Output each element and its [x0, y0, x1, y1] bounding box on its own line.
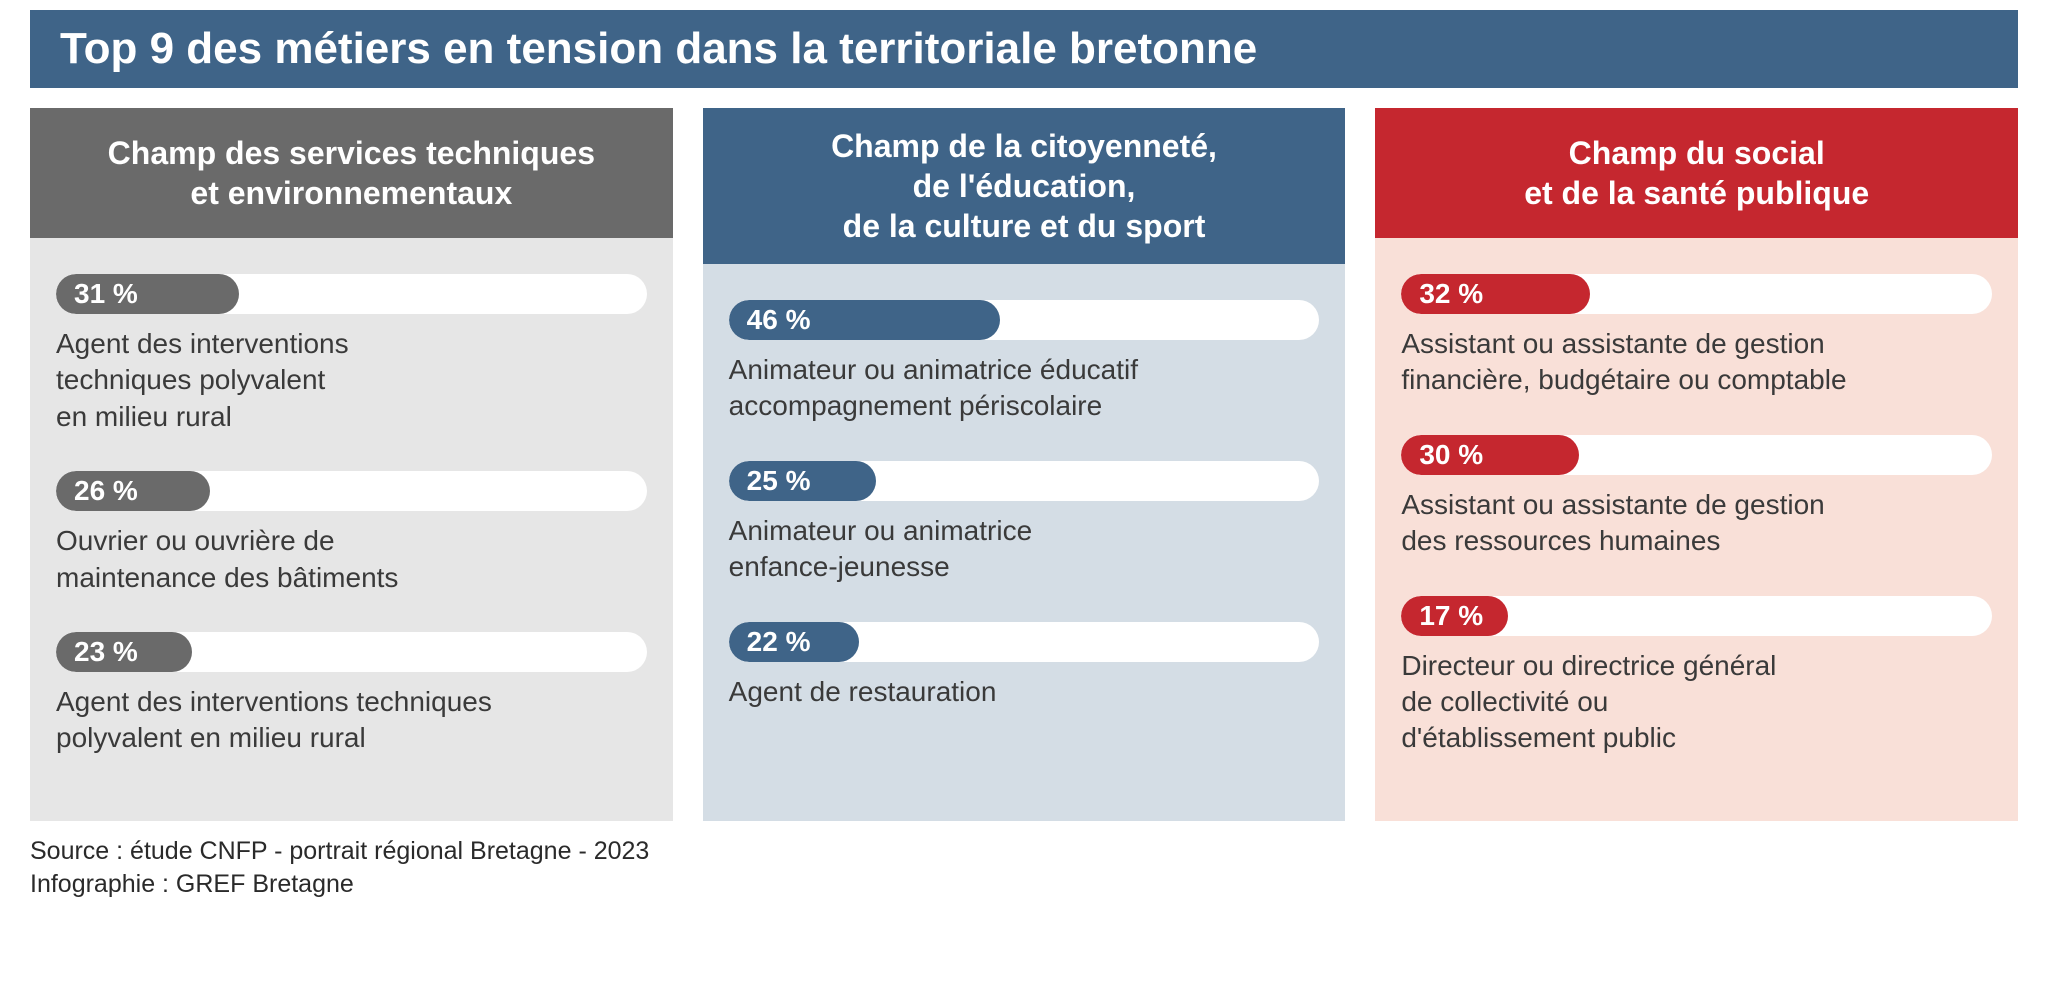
column-0: Champ des services techniques et environ…	[30, 108, 673, 821]
metric-label: Ouvrier ou ouvrière de maintenance des b…	[56, 523, 647, 596]
bar-track: 25 %	[729, 461, 1320, 501]
column-1: Champ de la citoyenneté, de l'éducation,…	[703, 108, 1346, 821]
metric-label: Agent des interventions techniques polyv…	[56, 684, 647, 757]
source-block: Source : étude CNFP - portrait régional …	[30, 835, 2018, 903]
bar-track: 32 %	[1401, 274, 1992, 314]
bar-fill: 30 %	[1401, 435, 1578, 475]
bar-fill: 25 %	[729, 461, 877, 501]
metric-item: 17 % Directeur ou directrice général de c…	[1401, 596, 1992, 757]
metric-label: Agent des interventions techniques polyv…	[56, 326, 647, 435]
column-header: Champ du social et de la santé publique	[1375, 108, 2018, 238]
metric-label: Animateur ou animatrice éducatif accompa…	[729, 352, 1320, 425]
metric-item: 26 % Ouvrier ou ouvrière de maintenance d…	[56, 471, 647, 596]
bar-track: 31 %	[56, 274, 647, 314]
column-body: 46 % Animateur ou animatrice éducatif acc…	[703, 264, 1346, 821]
metric-label: Assistant ou assistante de gestion des r…	[1401, 487, 1992, 560]
metric-item: 22 % Agent de restauration	[729, 622, 1320, 710]
metric-label: Animateur ou animatrice enfance-jeunesse	[729, 513, 1320, 586]
metric-label: Directeur ou directrice général de colle…	[1401, 648, 1992, 757]
column-header: Champ des services techniques et environ…	[30, 108, 673, 238]
bar-track: 17 %	[1401, 596, 1992, 636]
bar-fill: 31 %	[56, 274, 239, 314]
metric-label: Agent de restauration	[729, 674, 1320, 710]
bar-track: 30 %	[1401, 435, 1992, 475]
metric-item: 32 % Assistant ou assistante de gestion f…	[1401, 274, 1992, 399]
metric-label: Assistant ou assistante de gestion finan…	[1401, 326, 1992, 399]
metric-item: 23 % Agent des interventions techniques p…	[56, 632, 647, 757]
metric-item: 31 % Agent des interventions techniques p…	[56, 274, 647, 435]
title-text: Top 9 des métiers en tension dans la ter…	[60, 24, 1257, 73]
column-header: Champ de la citoyenneté, de l'éducation,…	[703, 108, 1346, 264]
bar-fill: 17 %	[1401, 596, 1507, 636]
title-bar: Top 9 des métiers en tension dans la ter…	[30, 10, 2018, 88]
metric-item: 46 % Animateur ou animatrice éducatif acc…	[729, 300, 1320, 425]
column-body: 32 % Assistant ou assistante de gestion f…	[1375, 238, 2018, 821]
bar-fill: 22 %	[729, 622, 859, 662]
source-line-1: Source : étude CNFP - portrait régional …	[30, 835, 2018, 869]
metric-item: 30 % Assistant ou assistante de gestion d…	[1401, 435, 1992, 560]
column-2: Champ du social et de la santé publique 3…	[1375, 108, 2018, 821]
bar-track: 23 %	[56, 632, 647, 672]
bar-track: 26 %	[56, 471, 647, 511]
bar-fill: 32 %	[1401, 274, 1590, 314]
columns-container: Champ des services techniques et environ…	[30, 108, 2018, 821]
bar-fill: 26 %	[56, 471, 210, 511]
bar-fill: 46 %	[729, 300, 1001, 340]
metric-item: 25 % Animateur ou animatrice enfance-jeun…	[729, 461, 1320, 586]
bar-track: 46 %	[729, 300, 1320, 340]
column-body: 31 % Agent des interventions techniques p…	[30, 238, 673, 821]
source-line-2: Infographie : GREF Bretagne	[30, 868, 2018, 902]
bar-fill: 23 %	[56, 632, 192, 672]
bar-track: 22 %	[729, 622, 1320, 662]
